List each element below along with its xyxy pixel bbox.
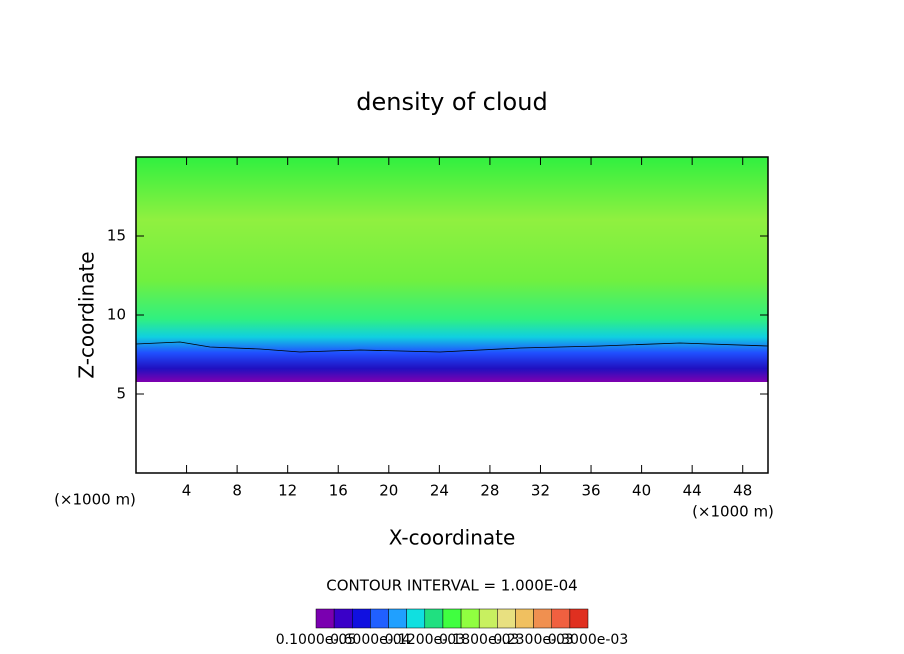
chart-title: density of cloud: [356, 88, 547, 116]
colorbar-label: 0.6000e-04: [330, 632, 411, 648]
y-tick-label: 15: [107, 227, 126, 245]
x-axis-label: X-coordinate: [389, 526, 516, 550]
colorbar-label: 0.1000e-05: [276, 632, 356, 648]
x-tick-label: 20: [379, 482, 398, 500]
colorbar-segment: [315, 608, 335, 629]
colorbar-label: 0.2300e-03: [493, 632, 573, 648]
unit-label: (×1000 m): [54, 491, 136, 509]
colorbar-segment: [569, 608, 589, 629]
colorbar-segment: [370, 608, 389, 629]
x-tick-label: 16: [329, 482, 348, 500]
unit-label: (×1000 m): [692, 503, 774, 521]
x-tick-label: 28: [480, 482, 499, 500]
colorbar-segment: [515, 608, 534, 629]
x-tick-label: 36: [581, 482, 600, 500]
contour-interval: CONTOUR INTERVAL = 1.000E-04: [326, 577, 577, 595]
y-tick-label: 10: [107, 306, 126, 324]
x-tick-label: 48: [733, 482, 752, 500]
colorbar-label: 0.1800e-03: [439, 632, 519, 648]
cloud-field: [136, 157, 768, 382]
x-tick-label: 44: [683, 482, 702, 500]
colorbar-label: 0.1200e-03: [385, 632, 465, 648]
colorbar-segment: [533, 608, 552, 629]
colorbar-segment: [442, 608, 462, 629]
colorbar-segment: [333, 608, 353, 629]
colorbar-segment: [406, 608, 426, 629]
colorbar-label: 0.3000e-03: [548, 632, 628, 648]
colorbar-segment: [551, 608, 571, 629]
x-tick-label: 4: [182, 482, 192, 500]
colorbar-segment: [497, 608, 516, 629]
colorbar-segment: [460, 608, 480, 629]
colorbar-segment: [478, 608, 498, 629]
x-tick-label: 40: [632, 482, 651, 500]
colorbar-segment: [388, 608, 407, 629]
x-tick-label: 12: [278, 482, 297, 500]
colorbar-segment: [352, 608, 371, 629]
y-tick-label: 5: [116, 385, 126, 403]
y-axis-label: Z-coordinate: [75, 251, 99, 378]
x-tick-label: 24: [430, 482, 449, 500]
x-tick-label: 32: [531, 482, 550, 500]
x-tick-label: 8: [232, 482, 242, 500]
colorbar-segment: [424, 608, 444, 629]
contour-line: [135, 341, 769, 353]
